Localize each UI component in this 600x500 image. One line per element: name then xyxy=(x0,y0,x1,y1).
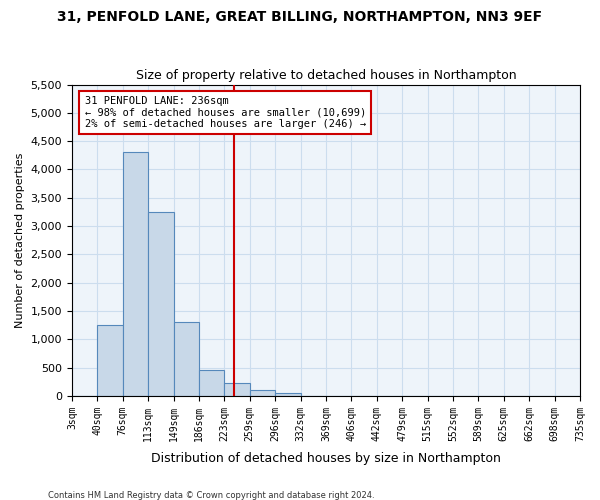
Bar xyxy=(275,393,301,396)
Bar xyxy=(148,212,173,396)
Title: Size of property relative to detached houses in Northampton: Size of property relative to detached ho… xyxy=(136,69,516,82)
Bar xyxy=(123,152,148,396)
Bar xyxy=(97,325,123,396)
Y-axis label: Number of detached properties: Number of detached properties xyxy=(15,152,25,328)
Text: 31 PENFOLD LANE: 236sqm
← 98% of detached houses are smaller (10,699)
2% of semi: 31 PENFOLD LANE: 236sqm ← 98% of detache… xyxy=(85,96,366,129)
Bar xyxy=(250,390,275,396)
X-axis label: Distribution of detached houses by size in Northampton: Distribution of detached houses by size … xyxy=(151,452,501,465)
Text: Contains HM Land Registry data © Crown copyright and database right 2024.: Contains HM Land Registry data © Crown c… xyxy=(48,490,374,500)
Bar xyxy=(199,370,224,396)
Text: 31, PENFOLD LANE, GREAT BILLING, NORTHAMPTON, NN3 9EF: 31, PENFOLD LANE, GREAT BILLING, NORTHAM… xyxy=(58,10,542,24)
Bar xyxy=(173,322,199,396)
Bar xyxy=(224,383,250,396)
